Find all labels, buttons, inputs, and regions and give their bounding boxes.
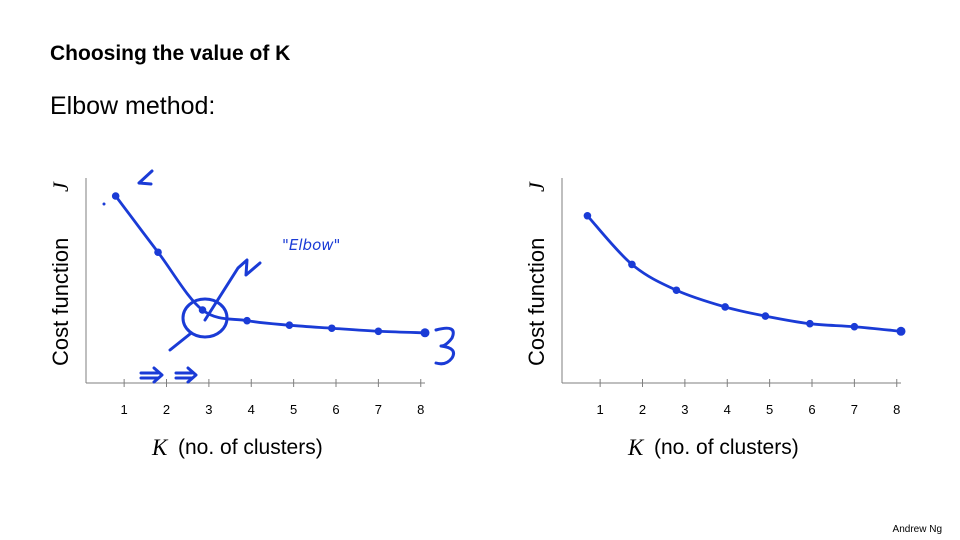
x-tick-label-8: 8 — [893, 402, 900, 417]
x-tick-label-5: 5 — [290, 402, 297, 417]
series-left — [111, 192, 430, 338]
data-point-5 — [285, 321, 294, 330]
x-tick-label-4: 4 — [724, 402, 731, 417]
data-point-6 — [327, 324, 336, 333]
data-point-1 — [111, 192, 120, 200]
x-tick-label-2: 2 — [163, 402, 170, 417]
data-point-3 — [672, 286, 681, 295]
x-ticks-right: 1 2 3 4 5 6 7 8 — [597, 379, 900, 417]
y-axis-label-right: Cost function — [524, 238, 549, 366]
chart-right: 1 2 3 4 5 6 7 8 K (no. of clusters) Cost functi… — [524, 178, 906, 460]
x-axis-label-right: (no. of clusters) — [654, 436, 799, 459]
data-point-2 — [628, 260, 636, 269]
x-ticks-left: 1 2 3 4 5 6 7 8 — [121, 379, 424, 417]
x-tick-label-2: 2 — [639, 402, 646, 417]
x-tick-label-3: 3 — [205, 402, 212, 417]
series-line-cost — [586, 214, 903, 333]
y-axis-label-group-left: Cost function J — [48, 181, 73, 366]
data-point-7 — [374, 327, 383, 336]
pointer-small-icon — [168, 332, 192, 352]
y-axis-symbol-right: J — [524, 181, 549, 192]
data-point-3 — [198, 306, 207, 314]
x-tick-label-1: 1 — [597, 402, 604, 417]
x-tick-label-7: 7 — [375, 402, 382, 417]
end-mark-icon — [434, 326, 456, 366]
series-line-cost — [114, 194, 427, 335]
slide-footer: Andrew Ng — [892, 524, 942, 535]
slide-title: Choosing the value of K — [50, 42, 291, 65]
data-point-7 — [850, 322, 859, 331]
x-tick-label-6: 6 — [332, 402, 339, 417]
y-axis-label-group-right: Cost function J — [524, 181, 549, 366]
x-axis-symbol-left: K — [151, 435, 169, 460]
data-point-4 — [243, 316, 251, 325]
x-tick-label-1: 1 — [121, 402, 128, 417]
data-point-2 — [154, 248, 162, 257]
data-point-6 — [806, 319, 814, 328]
data-point-5 — [761, 312, 770, 320]
x-axis-symbol-right: K — [627, 435, 645, 460]
double-arrow-2-icon — [174, 366, 198, 384]
x-tick-label-8: 8 — [417, 402, 424, 417]
x-tick-label-4: 4 — [248, 402, 255, 417]
pointer-squiggle-icon — [203, 258, 262, 322]
arrow-top-icon — [137, 169, 154, 186]
data-point-8 — [896, 326, 906, 336]
x-tick-label-7: 7 — [851, 402, 858, 417]
x-tick-label-5: 5 — [766, 402, 773, 417]
slide-subtitle: Elbow method: — [50, 92, 216, 120]
x-axis-label-left: (no. of clusters) — [178, 436, 323, 459]
x-tick-label-3: 3 — [681, 402, 688, 417]
series-right — [583, 211, 906, 336]
chart-left: 1 2 3 4 5 6 7 8 "Elbow" K (no. of clusters) Cos… — [48, 169, 456, 460]
double-arrow-1-icon — [139, 366, 164, 384]
y-axis-symbol-left: J — [48, 181, 73, 192]
x-tick-label-6: 6 — [808, 402, 815, 417]
data-point-8 — [420, 328, 430, 338]
elbow-annotation: "Elbow" — [282, 236, 340, 254]
stray-dot — [102, 202, 106, 206]
data-point-1 — [583, 211, 592, 220]
data-point-4 — [721, 303, 729, 311]
y-axis-label-left: Cost function — [48, 238, 73, 366]
handdrawn-annotations: "Elbow" — [102, 169, 456, 384]
